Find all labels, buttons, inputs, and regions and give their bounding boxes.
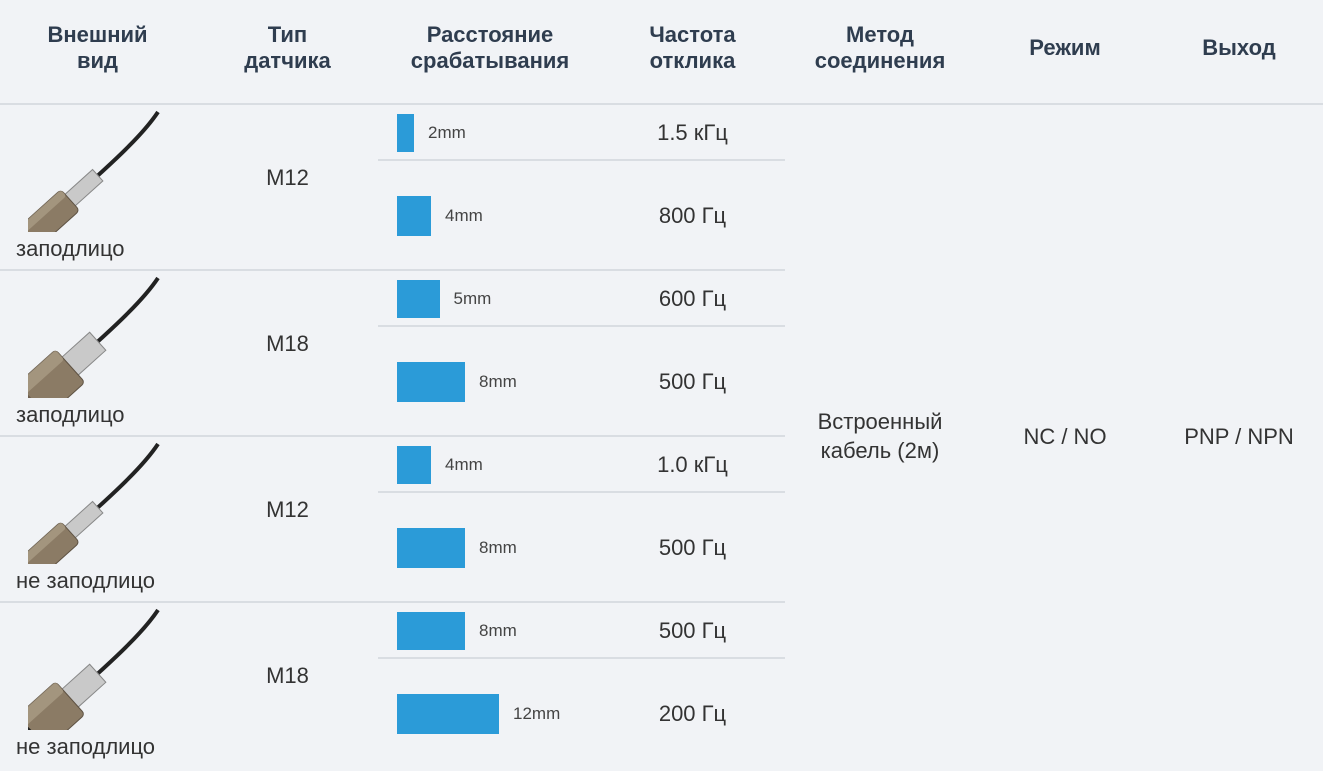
distance-label: 8mm xyxy=(479,537,517,557)
sensor-image xyxy=(28,608,160,730)
distance-label: 4mm xyxy=(445,454,483,474)
distance-bar xyxy=(397,527,465,568)
header-text: Метод соединения xyxy=(814,21,946,73)
header-text: Тип датчика xyxy=(244,21,331,73)
header-text: Расстояние срабатывания xyxy=(410,21,570,73)
output: PNP / NPN xyxy=(1184,424,1294,449)
header-cell: Внешний вид xyxy=(0,0,195,95)
group-rule xyxy=(0,435,785,437)
sub-rule xyxy=(378,159,785,161)
sensor-image xyxy=(28,276,160,398)
frequency: 500 Гц xyxy=(658,534,727,560)
method: Встроенный кабель (2м) xyxy=(785,105,975,769)
sub-rule xyxy=(378,491,785,493)
frequency: 1.5 кГц xyxy=(657,119,728,145)
frequency: 500 Гц xyxy=(658,617,727,643)
mode: NC / NO xyxy=(1023,424,1107,449)
distance-bar xyxy=(397,693,499,734)
sub-rule xyxy=(378,325,785,327)
mount-label: не заподлицо xyxy=(16,734,156,759)
header-text: Выход xyxy=(1202,34,1276,60)
distance-label: 8mm xyxy=(479,371,517,391)
frequency: 200 Гц xyxy=(658,700,727,726)
distance-label: 12mm xyxy=(513,703,561,723)
mount-label: не заподлицо xyxy=(16,568,156,593)
method-text: Встроенный кабель (2м) xyxy=(817,409,943,463)
frequency: 1.0 кГц xyxy=(657,451,728,477)
header-cell: Частота отклика xyxy=(600,0,785,95)
distance-bar xyxy=(397,113,414,152)
sensor-image xyxy=(28,442,160,564)
header-cell: Тип датчика xyxy=(195,0,380,95)
distance-label: 5mm xyxy=(453,288,492,308)
distance-bar xyxy=(397,279,440,318)
sensor-image xyxy=(28,110,160,232)
distance-bar xyxy=(397,361,465,402)
header-text: Частота отклика xyxy=(649,21,736,73)
header-text: Режим xyxy=(1029,34,1101,60)
distance-label: 8mm xyxy=(479,620,517,640)
distance-bar xyxy=(397,611,465,650)
distance-label: 4mm xyxy=(445,205,483,225)
frequency: 600 Гц xyxy=(658,285,727,311)
group-rule xyxy=(0,269,785,271)
header-cell: Метод соединения xyxy=(785,0,975,95)
header-cell: Расстояние срабатывания xyxy=(380,0,600,95)
frequency: 500 Гц xyxy=(658,368,727,394)
sensor-type: M18 xyxy=(266,331,309,356)
distance-bar xyxy=(397,195,431,236)
sensor-type: M12 xyxy=(266,497,309,522)
header-text: Внешний вид xyxy=(47,21,148,73)
frequency: 800 Гц xyxy=(658,202,727,228)
distance-bar xyxy=(397,445,431,484)
group-rule xyxy=(0,601,785,603)
mount-label: заподлицо xyxy=(16,236,125,261)
mount-label: заподлицо xyxy=(16,402,125,427)
sub-rule xyxy=(378,657,785,659)
distance-label: 2mm xyxy=(428,122,466,142)
sensor-type: M18 xyxy=(266,663,309,688)
header-rule xyxy=(0,103,1323,105)
header-cell: Выход xyxy=(1155,0,1323,95)
header-cell: Режим xyxy=(975,0,1155,95)
sensor-type: M12 xyxy=(266,165,309,190)
